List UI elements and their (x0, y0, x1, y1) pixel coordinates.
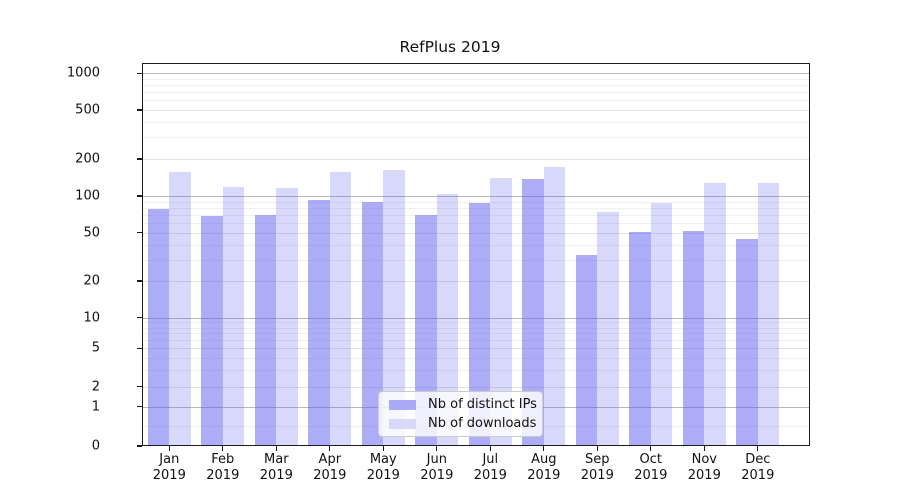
y-tick-label: 10 (83, 310, 100, 326)
bar-downloads-apr (329, 171, 352, 446)
legend: Nb of distinct IPs Nb of downloads (378, 391, 543, 437)
x-tick-mark (650, 446, 652, 451)
y-tick-label: 2 (91, 379, 100, 395)
bar-downloads-mar (276, 188, 298, 446)
x-tick-label: Sep 2019 (580, 452, 614, 483)
bar-distinct-ips-sep (575, 254, 598, 446)
x-tick-label: Feb 2019 (206, 452, 240, 483)
y-tick-label: 1000 (66, 65, 100, 81)
bar-distinct-ips-aug (522, 179, 544, 446)
bar-downloads-dec (757, 182, 780, 446)
y-tick-mark (136, 232, 142, 234)
x-tick-label: Jul 2019 (473, 452, 507, 483)
y-tick-label: 100 (75, 188, 100, 204)
gridline-major (142, 73, 809, 75)
bar-downloads-aug (543, 166, 566, 446)
y-tick-label: 1 (91, 399, 100, 415)
bar-distinct-ips-dec (736, 239, 758, 446)
y-tick-label: 0 (91, 438, 100, 454)
y-tick-label: 50 (83, 225, 100, 241)
gridline-minor (142, 85, 809, 87)
bar-distinct-ips-jul (468, 203, 491, 446)
bar-distinct-ips-oct (629, 231, 651, 446)
y-tick-label: 20 (83, 273, 100, 289)
bar-distinct-ips-nov (682, 230, 705, 446)
legend-label-downloads: Nb of downloads (428, 416, 537, 431)
y-tick-mark (136, 280, 142, 282)
bar-distinct-ips-jan (147, 208, 170, 446)
y-tick-mark (136, 347, 142, 349)
y-tick-mark (136, 445, 142, 447)
y-tick-mark (136, 72, 142, 74)
x-tick-mark (757, 446, 759, 451)
x-tick-label: Apr 2019 (313, 452, 347, 483)
x-tick-mark (168, 446, 170, 451)
y-tick-label: 5 (91, 340, 100, 356)
gridline-major (142, 196, 809, 197)
x-tick-label: Aug 2019 (527, 452, 561, 483)
y-tick-mark (136, 158, 142, 160)
x-tick-mark (596, 446, 598, 451)
x-tick-mark (543, 446, 545, 451)
legend-swatch-distinct-ips (389, 399, 416, 410)
x-tick-label: Oct 2019 (634, 452, 668, 483)
y-tick-label: 500 (75, 102, 100, 118)
bar-downloads-may (383, 169, 405, 446)
y-tick-label: 200 (75, 151, 100, 167)
gridline-minor (142, 121, 809, 123)
bar-distinct-ips-feb (201, 216, 223, 446)
gridline-minor (142, 100, 809, 102)
x-tick-mark (382, 446, 384, 451)
x-tick-label: May 2019 (366, 452, 400, 483)
x-tick-mark (703, 446, 705, 451)
x-tick-mark (489, 446, 491, 451)
y-tick-mark (136, 386, 142, 388)
legend-entry-distinct-ips: Nb of distinct IPs (389, 397, 537, 412)
bar-downloads-oct (650, 203, 673, 446)
legend-entry-downloads: Nb of downloads (389, 416, 536, 431)
bar-distinct-ips-mar (254, 214, 277, 446)
y-tick-mark (136, 406, 142, 408)
legend-label-distinct-ips: Nb of distinct IPs (428, 397, 537, 412)
y-tick-mark (136, 109, 142, 111)
bar-downloads-jul (490, 178, 512, 446)
plot-area (141, 63, 810, 446)
x-tick-mark (222, 446, 224, 451)
gridline-minor (142, 78, 809, 80)
bar-downloads-feb (222, 186, 245, 446)
bar-distinct-ips-apr (308, 200, 330, 446)
bar-distinct-ips-may (361, 201, 384, 446)
gridline-minor (142, 201, 809, 203)
bar-downloads-jan (169, 171, 191, 446)
bar-downloads-jun (436, 194, 459, 446)
x-tick-label: Nov 2019 (687, 452, 721, 483)
x-tick-label: Dec 2019 (741, 452, 775, 483)
x-tick-mark (329, 446, 331, 451)
y-tick-mark (136, 195, 142, 197)
x-tick-label: Jan 2019 (152, 452, 186, 483)
gridline-minor (142, 137, 809, 139)
gridline-minor (142, 92, 809, 94)
x-tick-mark (436, 446, 438, 451)
chart-title: RefPlus 2019 (399, 38, 501, 56)
bar-distinct-ips-jun (415, 214, 437, 446)
bar-downloads-sep (597, 211, 619, 446)
bar-downloads-nov (704, 182, 726, 446)
gridline-medium (142, 110, 809, 111)
y-tick-mark (136, 317, 142, 319)
legend-swatch-downloads (389, 418, 416, 429)
x-tick-label: Jun 2019 (420, 452, 454, 483)
gridline-medium (142, 159, 809, 160)
x-tick-label: Mar 2019 (259, 452, 293, 483)
x-tick-mark (275, 446, 277, 451)
